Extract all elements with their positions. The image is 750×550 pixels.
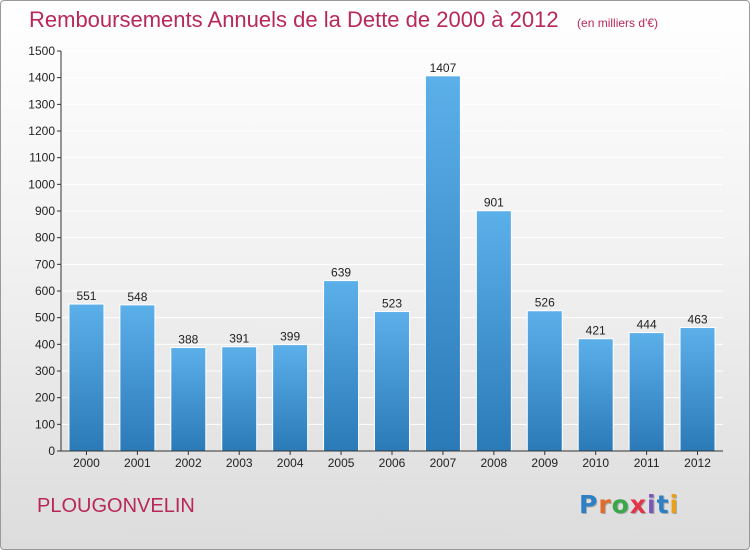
axes: 0 100 200 300 400 500 600 700 800 900 1000 1100 1200… (28, 44, 723, 470)
x-tick-label-2007: 2007 (430, 456, 457, 470)
x-tick-label-2010: 2010 (582, 456, 609, 470)
y-tick-label: 600 (35, 284, 55, 298)
y-tick-label: 1300 (28, 97, 55, 111)
data-label-2006: 523 (382, 297, 402, 311)
data-label-2009: 526 (535, 296, 555, 310)
x-tick-label-2001: 2001 (124, 456, 151, 470)
logo-letter: x (629, 490, 647, 519)
x-tick-label-2004: 2004 (277, 456, 304, 470)
logo-letter: i (669, 490, 680, 519)
bar-2003 (221, 346, 258, 452)
y-tick-label: 0 (48, 444, 55, 458)
bar-2010 (577, 338, 614, 452)
x-tick-label-2000: 2000 (73, 456, 100, 470)
data-label-2003: 391 (229, 332, 249, 346)
y-tick-label: 400 (35, 337, 55, 351)
y-tick-label: 200 (35, 391, 55, 405)
logo-letter: t (656, 490, 670, 519)
x-tick-label-2012: 2012 (684, 456, 711, 470)
y-tick-label: 1400 (28, 71, 55, 85)
logo-letter: P (579, 490, 599, 519)
chart-title: Remboursements Annuels de la Dette de 20… (29, 7, 559, 32)
bar-2011 (628, 332, 665, 452)
proxiti-logo: Proxiti (579, 490, 679, 519)
y-tick-label: 500 (35, 311, 55, 325)
data-label-2007: 1407 (430, 61, 457, 75)
y-tick-label: 1500 (28, 44, 55, 58)
logo-letter: i (647, 490, 657, 519)
x-tick-label-2002: 2002 (175, 456, 202, 470)
data-label-2005: 639 (331, 266, 351, 280)
data-label-2008: 901 (484, 196, 504, 210)
x-tick-label-2005: 2005 (328, 456, 355, 470)
bar-2012 (679, 327, 716, 452)
chart-title-block: Remboursements Annuels de la Dette de 20… (29, 7, 658, 33)
y-tick-label: 300 (35, 364, 55, 378)
y-tick-label: 1200 (28, 124, 55, 138)
data-label-2011: 444 (637, 318, 657, 332)
logo-letter: r (598, 490, 612, 519)
chart-unit: (en milliers d'€) (577, 16, 659, 30)
bar-2002 (170, 347, 207, 452)
x-tick-label-2011: 2011 (634, 456, 660, 470)
data-label-2012: 463 (688, 313, 708, 327)
logo-letter: o (611, 490, 630, 519)
x-tick-label-2003: 2003 (226, 456, 253, 470)
bar-2005 (323, 280, 360, 452)
y-tick-label: 100 (35, 417, 55, 431)
data-label-2004: 399 (280, 330, 300, 344)
data-label-2000: 551 (76, 289, 96, 303)
y-tick-label: 1000 (28, 177, 55, 191)
commune-name: PLOUGONVELIN (37, 495, 195, 517)
bars: 551 548 388 391 399 639 523 1407 901 526 421 444 463 (68, 61, 716, 452)
bar-2009 (526, 310, 563, 452)
data-label-2002: 388 (178, 333, 198, 347)
bar-2007 (424, 75, 461, 452)
bar-2008 (475, 210, 512, 452)
bar-2006 (374, 311, 410, 452)
bar-2000 (68, 303, 105, 452)
y-tick-label: 800 (35, 231, 55, 245)
bar-2004 (272, 344, 309, 452)
data-label-2010: 421 (586, 324, 606, 338)
y-tick-label: 700 (35, 257, 55, 271)
y-tick-label: 1100 (29, 151, 55, 165)
bar-2001 (119, 304, 156, 452)
x-tick-label-2008: 2008 (480, 456, 507, 470)
x-tick-label-2006: 2006 (379, 456, 406, 470)
x-tick-label-2009: 2009 (531, 456, 558, 470)
y-tick-label: 900 (35, 204, 55, 218)
data-label-2001: 548 (127, 290, 147, 304)
